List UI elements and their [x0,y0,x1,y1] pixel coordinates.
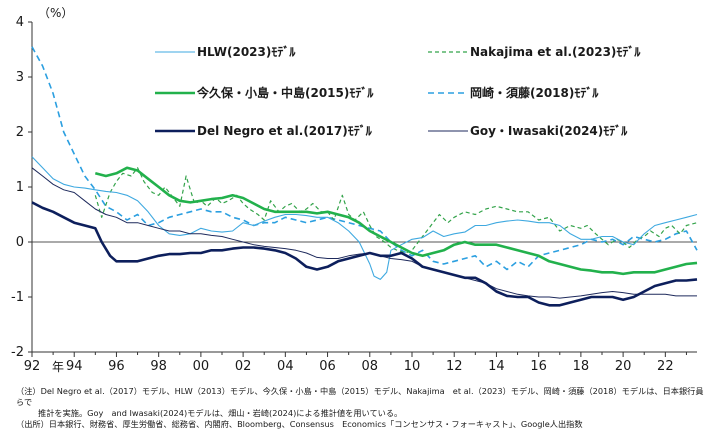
y-tick-label: 1 [16,180,24,195]
x-tick-label: 20 [615,359,632,374]
series-line [31,201,698,307]
x-axis-suffix: 年 [52,360,64,374]
y-tick-label: 2 [16,125,24,140]
x-tick-label: 96 [108,359,125,374]
x-tick-label: 16 [530,359,547,374]
x-tick-label: 06 [319,359,336,374]
series-line [94,166,698,276]
series-line [31,156,698,280]
x-tick-label: 98 [150,359,167,374]
y-tick-label: -1 [11,290,24,305]
note-line-2: 推計を実施。Goy and Iwasaki(2024)モデルは、畑山・岩崎(20… [38,408,403,418]
legend-label: Nakajima et al.(2023)ﾓﾃﾞﾙ [470,44,641,59]
series-line [94,167,698,254]
series-line [31,167,697,299]
y-tick-label: 0 [16,235,24,250]
legend-label: 今久保・小島・中島(2015)ﾓﾃﾞﾙ [196,85,374,100]
y-tick-label: -2 [11,345,24,360]
x-tick-label: 00 [193,359,210,374]
x-tick-label: 18 [573,359,590,374]
x-tick-label: 94 [66,359,83,374]
y-tick-label: 4 [16,15,24,30]
legend-label: 岡崎・須藤(2018)ﾓﾃﾞﾙ [470,85,599,100]
x-tick-label: 22 [657,359,674,374]
legend-label: HLW(2023)ﾓﾃﾞﾙ [197,44,296,59]
x-tick-label: 14 [488,359,505,374]
source-line: （出所）日本銀行、財務省、厚生労働省、総務省、内閣府、Bloomberg、Con… [16,419,583,429]
y-unit-label: （%） [38,6,73,20]
x-tick-label: 10 [404,359,421,374]
series-lines [31,46,698,307]
x-tick-label: 04 [277,359,294,374]
x-tick-label: 92 [24,359,41,374]
footnotes: （注）Del Negro et al.（2017）モデル、HLW（2013）モデ… [16,386,706,430]
legend-label: Del Negro et al.(2017)ﾓﾃﾞﾙ [197,123,373,138]
legend: HLW(2023)ﾓﾃﾞﾙ Nakajima et al.(2023)ﾓﾃﾞﾙ 今久… [155,44,641,138]
y-tick-label: 3 [16,70,24,85]
legend-label: Goy・Iwasaki(2024)ﾓﾃﾞﾙ [470,123,628,138]
series-line [31,46,698,271]
x-tick-label: 12 [446,359,463,374]
x-tick-label: 08 [362,359,379,374]
x-tick-label: 02 [235,359,252,374]
note-line-1: （注）Del Negro et al.（2017）モデル、HLW（2013）モデ… [16,386,704,407]
